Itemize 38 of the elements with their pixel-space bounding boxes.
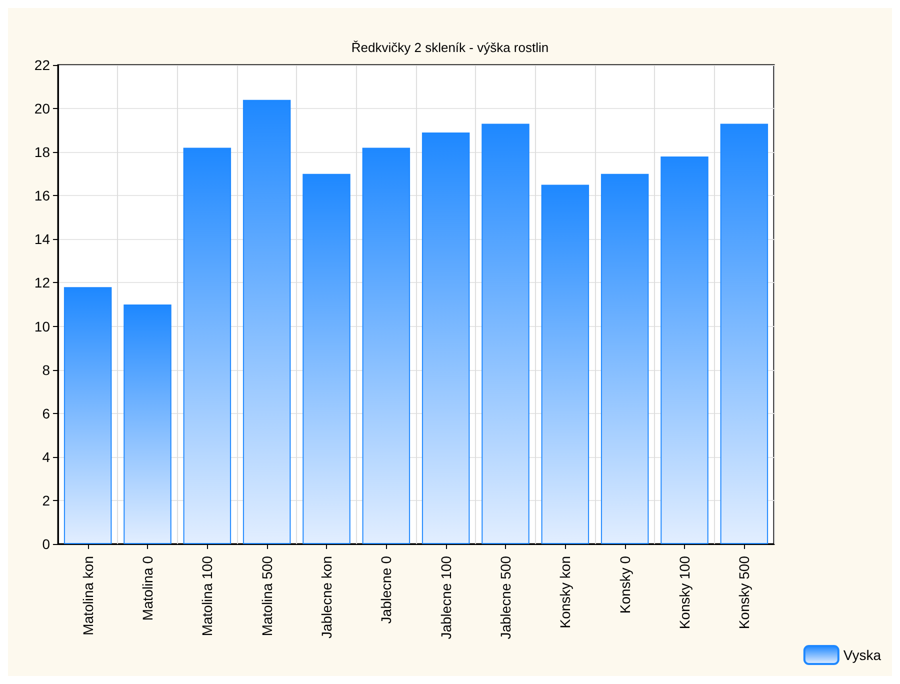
- x-tick-label: Konsky kon: [557, 556, 574, 628]
- y-tick-label: 0: [42, 536, 50, 552]
- x-tick-label: Konsky 100: [676, 556, 692, 630]
- bar: [242, 100, 291, 544]
- bar: [660, 156, 708, 544]
- x-tick-label: Jablecne 500: [498, 556, 514, 640]
- x-tick-label: Matolina 500: [258, 556, 275, 636]
- y-tick-label: 22: [34, 57, 50, 73]
- bar: [124, 304, 172, 544]
- y-tick-label: 4: [42, 448, 50, 465]
- y-tick-label: 6: [42, 405, 50, 422]
- x-tick-label: Jablecne 100: [438, 556, 454, 640]
- y-tick-label: 2: [42, 492, 50, 508]
- x-tick-label: Konsky 500: [736, 556, 752, 630]
- chart-title: Ředkvičky 2 skleník - výška rostlin: [351, 40, 549, 55]
- bar: [600, 174, 649, 544]
- legend-label: Vyska: [843, 647, 882, 663]
- bar: [541, 184, 590, 544]
- y-tick-label: 8: [42, 362, 50, 378]
- y-tick-label: 20: [34, 100, 50, 117]
- y-tick-label: 16: [34, 188, 50, 204]
- bar: [482, 124, 530, 544]
- y-tick-label: 18: [34, 144, 50, 160]
- bar: [64, 287, 112, 544]
- x-tick-label: Matolina 100: [199, 556, 216, 636]
- bar: [183, 148, 232, 544]
- x-tick-label: Matolina kon: [80, 556, 96, 636]
- x-tick-label: Jablecne 0: [378, 556, 394, 624]
- y-tick-label: 14: [34, 231, 50, 248]
- bar: [422, 132, 470, 544]
- y-tick-label: 10: [34, 318, 50, 334]
- x-tick-label: Konsky 0: [616, 556, 633, 614]
- x-tick-label: Matolina 0: [140, 556, 156, 621]
- x-tick-label: Jablecne kon: [318, 556, 334, 639]
- bar: [302, 174, 350, 544]
- bar: [720, 124, 768, 544]
- bar: [362, 148, 410, 544]
- y-tick-label: 12: [34, 274, 50, 291]
